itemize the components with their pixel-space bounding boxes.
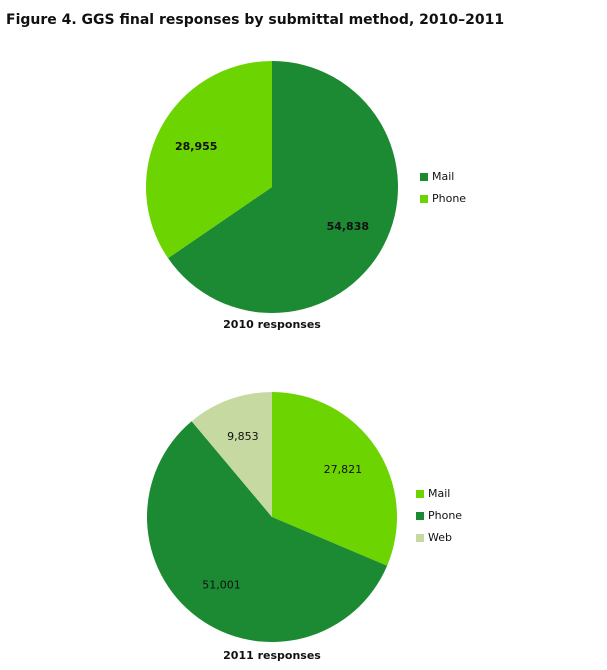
legend-swatch [416, 534, 424, 542]
pie-title: 2010 responses [223, 318, 321, 331]
pie-slice [191, 392, 272, 517]
figure-title: Figure 4. GGS final responses by submitt… [6, 12, 504, 28]
value-label: 27,821 [324, 463, 363, 476]
value-label: 28,955 [175, 140, 217, 153]
pie-slice [147, 421, 388, 642]
pie-slice [168, 61, 398, 314]
legend-label: Mail [432, 170, 454, 183]
legend-swatch [420, 173, 428, 181]
value-label: 9,853 [227, 430, 259, 443]
legend-label: Phone [428, 509, 462, 522]
legend-swatch [420, 195, 428, 203]
pie-title: 2011 responses [223, 649, 321, 662]
legend-label: Web [428, 531, 452, 544]
legend-label: Phone [432, 192, 466, 205]
pie-slice [146, 61, 272, 259]
value-label: 54,838 [327, 220, 369, 233]
legend-label: Mail [428, 487, 450, 500]
legend-swatch [416, 512, 424, 520]
legend-swatch [416, 490, 424, 498]
pie-slice [272, 392, 397, 566]
value-label: 51,001 [202, 578, 241, 591]
